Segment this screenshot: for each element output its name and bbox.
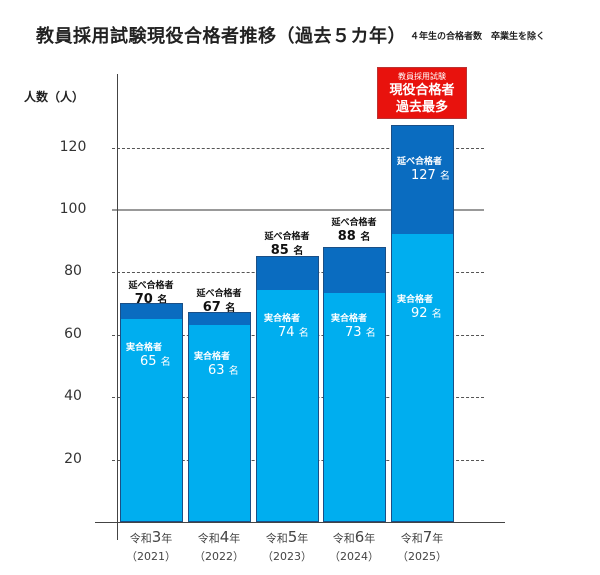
bar-2025[interactable]: 延べ合格者 127 名 実合格者 92 名 (391, 125, 454, 522)
bar-segment-actual (392, 234, 453, 521)
x-label-2023: 令和5年 （2023） (262, 528, 312, 563)
bar-segment-total (121, 304, 182, 321)
x-label-2022: 令和4年 （2022） (194, 528, 244, 563)
bar-actual-label: 実合格者 65 名 (126, 343, 171, 369)
bar-total-label: 延べ合格者 88 名 (331, 218, 377, 244)
bar-segment-total (189, 313, 250, 327)
bar-segment-actual (324, 293, 385, 521)
record-badge: 教員採用試験 現役合格者 過去最多 (377, 67, 467, 119)
bar-total-inner-label: 延べ合格者 127 名 (397, 157, 450, 183)
y-tick-120: 120 (59, 139, 87, 155)
bar-2023[interactable]: 実合格者 74 名 (256, 256, 319, 522)
chart-subtitle: ４年生の合格者数 卒業生を除く (410, 32, 546, 42)
y-tick-80: 80 (64, 263, 82, 279)
bar-segment-actual (121, 319, 182, 521)
bar-2022[interactable]: 実合格者 63 名 (188, 312, 251, 522)
y-tick-40: 40 (64, 388, 82, 404)
bar-segment-total (257, 257, 318, 292)
chart-title: 教員採用試験現役合格者推移（過去５カ年） (36, 26, 406, 47)
gridline-100 (112, 209, 484, 211)
bar-segment-actual (257, 290, 318, 521)
bar-total-label: 延べ合格者 85 名 (264, 232, 310, 258)
x-label-2024: 令和6年 （2024） (329, 528, 379, 563)
bar-actual-label: 実合格者 92 名 (397, 295, 442, 321)
bar-total-label: 延べ合格者 67 名 (196, 289, 242, 315)
x-axis-line (95, 522, 505, 523)
bar-segment-total (392, 126, 453, 236)
bar-segment-actual (189, 325, 250, 521)
gridline-120 (112, 148, 484, 149)
bar-actual-label: 実合格者 74 名 (264, 314, 309, 340)
y-axis-label: 人数（人） (24, 90, 85, 104)
bar-actual-label: 実合格者 73 名 (331, 314, 376, 340)
y-tick-60: 60 (64, 326, 82, 342)
y-tick-20: 20 (64, 451, 82, 467)
x-label-2021: 令和3年 （2021） (126, 528, 176, 563)
bar-segment-total (324, 248, 385, 295)
x-label-2025: 令和7年 （2025） (397, 528, 447, 563)
y-axis-line (117, 74, 118, 540)
y-tick-100: 100 (59, 201, 87, 217)
bar-2024[interactable]: 実合格者 73 名 (323, 247, 386, 522)
bar-2021[interactable]: 実合格者 65 名 (120, 303, 183, 522)
bar-actual-label: 実合格者 63 名 (194, 352, 239, 378)
